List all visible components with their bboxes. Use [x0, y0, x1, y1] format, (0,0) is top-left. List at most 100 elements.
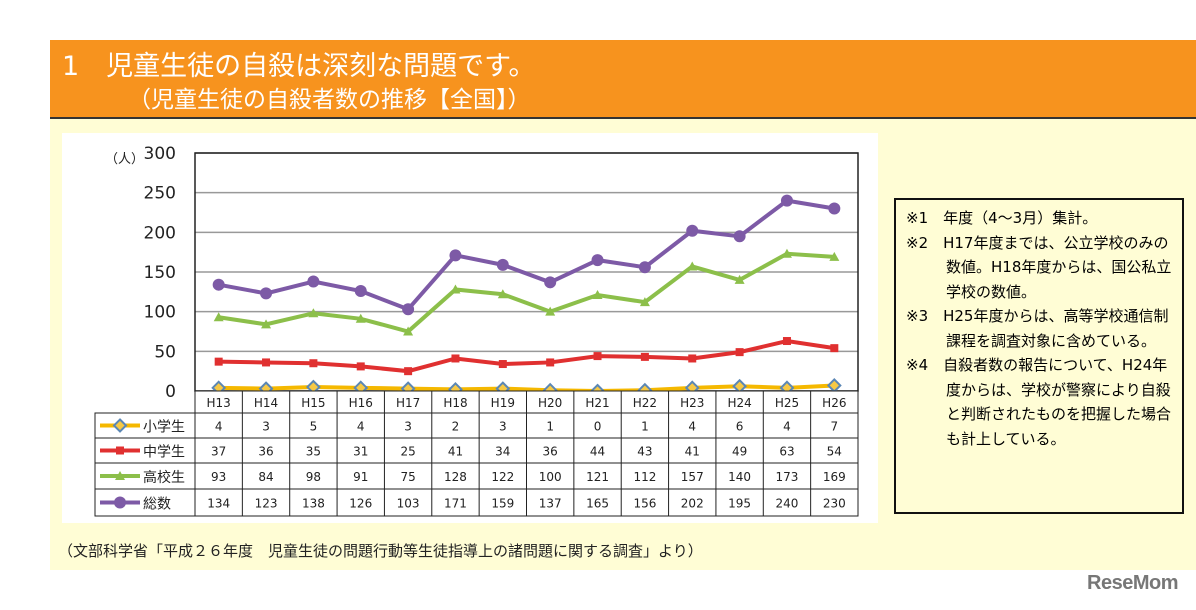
table-cell: 202 — [681, 497, 704, 511]
triangle-marker — [308, 308, 319, 318]
x-tick-label: H19 — [491, 396, 515, 410]
square-marker — [688, 354, 697, 363]
table-row — [94, 462, 859, 490]
page-title: 1 児童生徒の自殺は深刻な問題です。 — [62, 51, 536, 82]
table-row — [94, 412, 859, 439]
circle-marker — [638, 261, 651, 274]
triangle-marker — [592, 290, 603, 300]
x-tick-label: H21 — [585, 396, 609, 410]
triangle-marker — [403, 326, 414, 336]
table-cell: 41 — [448, 445, 463, 459]
note-3: ※3 H25年度からは、高等学校通信制課程を調査対象に含めている。 — [906, 307, 1169, 350]
table-cell: 35 — [306, 445, 321, 459]
legend-label: 小学生 — [143, 420, 185, 436]
table-cell: 25 — [400, 445, 415, 459]
square-marker — [782, 337, 791, 346]
triangle-marker — [781, 248, 792, 258]
series-line-中学生 — [218, 338, 835, 374]
triangle-marker — [497, 289, 508, 299]
y-tick-label: 50 — [154, 342, 176, 362]
table-cell: 93 — [211, 470, 226, 484]
square-marker — [356, 362, 365, 371]
table-cell: 140 — [728, 470, 751, 484]
table-cell: 0 — [594, 420, 602, 434]
table-cell: 43 — [637, 445, 652, 459]
square-marker — [309, 359, 318, 368]
y-tick-label: 300 — [144, 144, 176, 164]
triangle-marker — [639, 297, 650, 307]
table-cell: 4 — [215, 420, 223, 434]
square-marker — [735, 348, 744, 357]
table-cell: 126 — [349, 497, 372, 511]
square-marker — [116, 446, 124, 455]
table-cell: 128 — [444, 470, 467, 484]
page-subtitle: （児童生徒の自殺者数の推移【全国】） — [128, 87, 531, 113]
table-cell: 3 — [404, 420, 412, 434]
triangle-marker — [355, 313, 366, 323]
table-cell: 171 — [444, 497, 467, 511]
x-tick-label: H26 — [822, 396, 846, 410]
table-cell: 1 — [641, 420, 649, 434]
table-cell: 1 — [546, 420, 554, 434]
table-cell: 103 — [397, 497, 420, 511]
table-cell: 34 — [495, 445, 510, 459]
triangle-marker — [450, 284, 461, 294]
table-row — [94, 488, 859, 517]
note-2: ※2 H17年度までは、公立学校のみの数値。H18年度からは、国公私立学校の数値… — [906, 233, 1172, 301]
circle-marker — [544, 276, 557, 289]
x-tick-label: H16 — [349, 396, 373, 410]
table-cell: 3 — [262, 420, 270, 434]
table-cell: 134 — [207, 497, 230, 511]
table-cell: 230 — [823, 497, 846, 511]
table-cell: 138 — [302, 497, 325, 511]
square-marker — [830, 344, 839, 353]
resemom-logo: ReseMom — [1087, 572, 1178, 594]
x-tick-label: H15 — [301, 396, 325, 410]
title-banner: 1 児童生徒の自殺は深刻な問題です。 （児童生徒の自殺者数の推移【全国】） — [50, 40, 1196, 119]
series-line-小学生 — [218, 383, 835, 394]
triangle-marker — [115, 471, 125, 480]
table-cell: 37 — [211, 445, 226, 459]
table-cell: 6 — [736, 420, 744, 434]
x-tick-label: H22 — [633, 396, 657, 410]
triangle-marker — [734, 274, 745, 284]
circle-marker — [591, 254, 604, 267]
square-marker — [262, 358, 271, 367]
table-cell: 157 — [681, 470, 704, 484]
x-tick-label: H18 — [443, 396, 467, 410]
table-cell: 3 — [499, 420, 507, 434]
square-marker — [498, 360, 507, 369]
legend-label: 高校生 — [143, 469, 185, 486]
table-row — [94, 437, 859, 464]
table-cell: 44 — [590, 445, 605, 459]
x-tick-label: H25 — [775, 396, 799, 410]
triangle-marker — [545, 306, 556, 316]
note-4: ※4 自殺者数の報告について、H24年度からは、学校が警察により自殺と判断された… — [906, 356, 1172, 448]
circle-marker — [354, 285, 367, 298]
table-cell: 36 — [543, 445, 558, 459]
table-cell: 122 — [491, 470, 514, 484]
table-cell: 4 — [688, 420, 696, 434]
table-cell: 195 — [728, 497, 751, 511]
table-cell: 41 — [685, 445, 700, 459]
table-cell: 112 — [633, 470, 656, 484]
square-marker — [640, 352, 649, 361]
series-line-総数 — [218, 198, 835, 312]
table-cell: 7 — [831, 420, 839, 434]
table-cell: 156 — [633, 497, 656, 511]
x-tick-label: H13 — [207, 396, 231, 410]
y-tick-label: 100 — [144, 303, 176, 323]
table-cell: 4 — [357, 420, 365, 434]
table-cell: 49 — [732, 445, 747, 459]
table-cell: 63 — [779, 445, 794, 459]
circle-marker — [496, 258, 509, 271]
legend-label: 中学生 — [143, 445, 185, 461]
circle-marker — [212, 278, 225, 291]
table-cell: 169 — [823, 470, 846, 484]
table-cell: 75 — [400, 470, 415, 484]
square-marker — [404, 367, 413, 376]
table-cell: 121 — [586, 470, 609, 484]
table-cell: 31 — [353, 445, 368, 459]
table-cell: 123 — [255, 497, 278, 511]
